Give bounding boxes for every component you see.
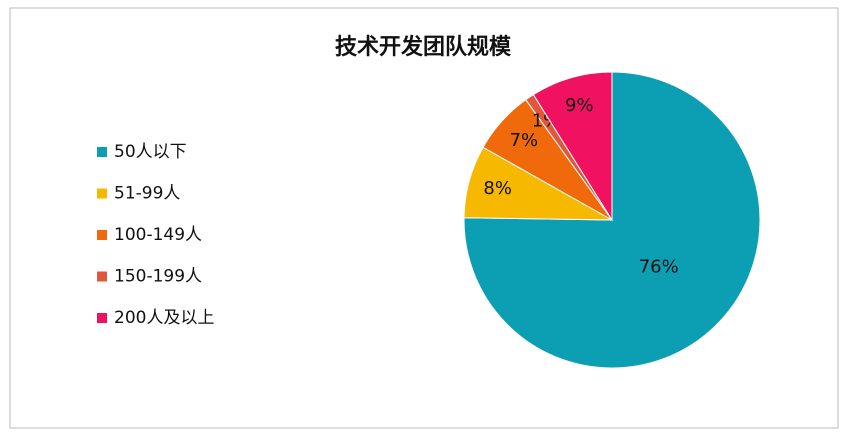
data-label: 8% (483, 178, 512, 199)
data-label: 9% (565, 95, 594, 116)
pie-slice (463, 71, 761, 369)
legend-label: 200人及以上 (114, 308, 214, 328)
legend-swatch (97, 271, 107, 282)
legend-label: 150-199人 (114, 267, 202, 287)
chart-title: 技术开发团队规模 (335, 34, 512, 60)
legend-label: 100-149人 (114, 225, 202, 245)
pie-slice (532, 71, 613, 222)
data-label: 7% (510, 130, 539, 151)
legend-swatch (97, 188, 107, 199)
legend-swatch (97, 313, 107, 323)
legend-label: 51-99人 (114, 184, 180, 204)
legend-swatch (97, 230, 107, 240)
data-label: 76% (639, 256, 679, 277)
legend-swatch (97, 147, 107, 157)
legend-label: 50人以下 (114, 142, 187, 162)
